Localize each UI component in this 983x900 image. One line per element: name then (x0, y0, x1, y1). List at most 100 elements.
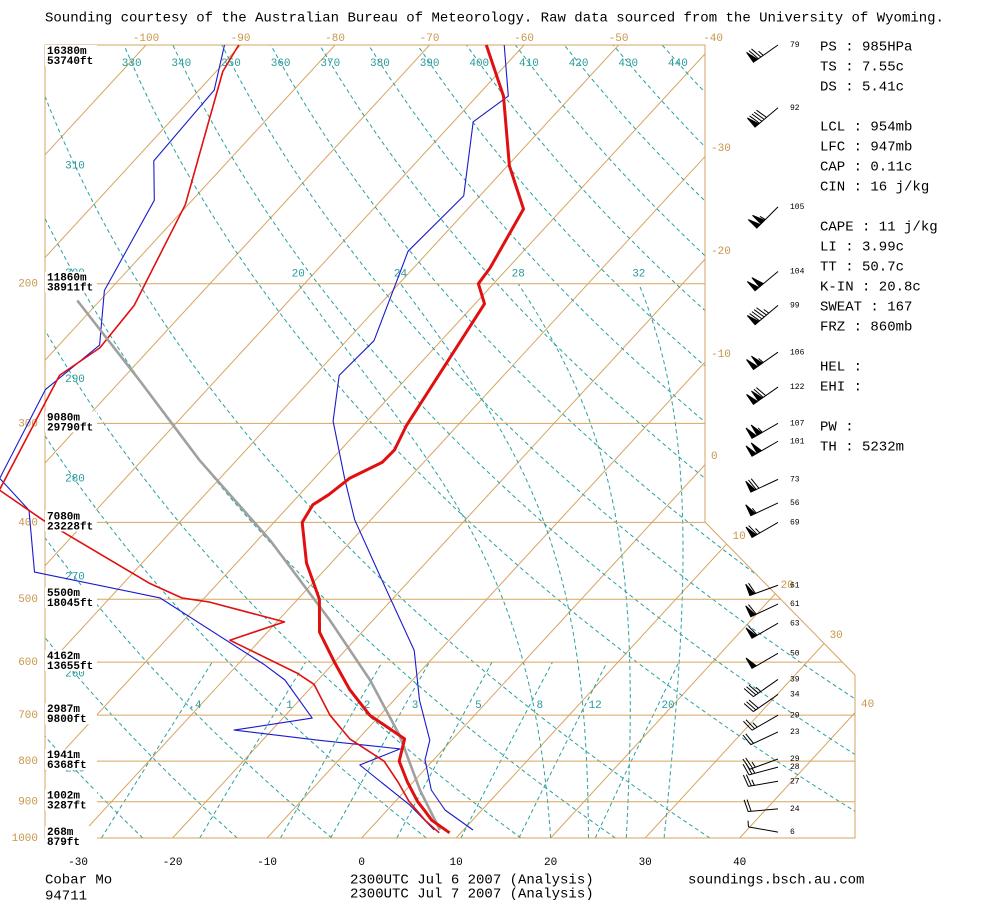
x-tick-label: 10 (450, 857, 463, 869)
top-tick-label: -80 (325, 33, 345, 45)
wind-barb (742, 774, 779, 787)
top-tick-label: -100 (133, 33, 159, 45)
legend-label: 2300UTC Jul 6 2007 (Analysis) (350, 873, 594, 889)
dry-adiabat-label: 270 (65, 571, 85, 583)
x-tick-label: 30 (639, 857, 652, 869)
stat-line: TH : 5232m (820, 440, 904, 456)
wind-speed-label: 24 (790, 805, 800, 814)
top-tick-label: -50 (609, 33, 629, 45)
right-tick-label: 10 (733, 531, 746, 543)
stat-line: FRZ : 860mb (820, 320, 912, 336)
wind-barb (746, 386, 779, 405)
dry-adiabat (45, 45, 333, 838)
height-meters: 11860m (47, 273, 87, 285)
stat-line: EHI : (820, 380, 862, 396)
height-feet: 23228ft (47, 521, 93, 533)
isotherm (45, 45, 714, 838)
height-feet: 879ft (47, 837, 80, 849)
wind-speed-label: 61 (790, 581, 800, 590)
wind-speed-label: 56 (790, 499, 800, 508)
station-id: 94711 (45, 889, 87, 900)
stat-line: TT : 50.7c (820, 260, 904, 276)
wind-speed-label: 29 (790, 711, 800, 720)
dry-adiabat (45, 45, 522, 838)
isotherm (77, 45, 809, 838)
height-box (45, 411, 97, 433)
dry-adiabat-label: 370 (320, 58, 340, 70)
dry-adiabat-label: 340 (171, 58, 191, 70)
height-meters: 1002m (47, 791, 80, 803)
isotherm (550, 45, 855, 838)
y-tick-label: 200 (18, 279, 38, 291)
y-tick-label: 1000 (12, 833, 38, 845)
dry-adiabat-label: 420 (569, 58, 589, 70)
height-meters: 9080m (47, 412, 80, 424)
wind-speed-label: 122 (790, 383, 805, 392)
stat-line: HEL : (820, 360, 862, 376)
stat-line: PS : 985HPa (820, 40, 912, 56)
x-tick-label: 0 (358, 857, 365, 869)
mixing-ratio-label: 20 (661, 700, 674, 712)
wind-speed-label: 39 (790, 676, 800, 685)
isotherm (45, 45, 241, 838)
right-tick-label: -10 (711, 349, 731, 361)
height-box (45, 587, 97, 609)
wind-barb (746, 107, 779, 128)
height-feet: 18045ft (47, 598, 93, 610)
mixing-ratio-label: .4 (188, 700, 202, 712)
stat-line: DS : 5.41c (820, 80, 904, 96)
wind-speed-label: 106 (790, 348, 805, 357)
top-tick-label: -90 (231, 33, 251, 45)
dry-adiabat-label: 330 (122, 58, 142, 70)
wind-barb (745, 478, 779, 493)
height-feet: 53740ft (47, 56, 93, 68)
x-tick-label: 20 (544, 857, 557, 869)
wind-barb (745, 603, 779, 618)
dry-adiabat-label: 310 (65, 161, 85, 173)
moist-adiabat-label: 28 (512, 269, 525, 281)
wind-barb (742, 731, 779, 746)
dry-adiabat-label: 430 (618, 58, 638, 70)
dry-adiabat-label: 290 (65, 374, 85, 386)
dry-adiabat-label: 280 (65, 473, 85, 485)
right-tick-label: 40 (861, 699, 874, 711)
height-feet: 13655ft (47, 661, 93, 673)
height-meters: 2987m (47, 704, 80, 716)
dewpoint-line (0, 44, 440, 834)
wind-barb (746, 351, 779, 371)
wind-speed-label: 105 (790, 203, 805, 212)
temperature-line (332, 44, 509, 831)
wind-speed-label: 28 (790, 763, 800, 772)
wind-speed-label: 107 (790, 419, 805, 428)
right-tick-label: 0 (711, 451, 718, 463)
wind-speed-label: 99 (790, 302, 800, 311)
wind-barb (746, 44, 779, 63)
top-tick-label: -40 (703, 33, 723, 45)
wind-speed-label: 61 (790, 600, 800, 609)
stat-line: SWEAT : 167 (820, 300, 912, 316)
mixing-ratio-label: 5 (475, 700, 482, 712)
x-tick-label: -20 (163, 857, 183, 869)
height-meters: 4162m (47, 651, 80, 663)
isotherm (45, 45, 525, 838)
dry-adiabat-label: 380 (370, 58, 390, 70)
dry-adiabat-label: 400 (469, 58, 489, 70)
height-box (45, 271, 97, 293)
dry-adiabat-label: 390 (420, 58, 440, 70)
wind-barb (747, 820, 779, 833)
dry-adiabat (416, 45, 855, 838)
height-feet: 38911ft (47, 283, 93, 295)
height-box (45, 749, 97, 771)
mixing-ratio-line (280, 661, 383, 838)
wind-speed-label: 63 (790, 619, 800, 628)
station-name: Cobar Mo (45, 873, 112, 889)
source: soundings.bsch.au.com (688, 873, 864, 889)
y-tick-label: 500 (18, 594, 38, 606)
height-box (45, 650, 97, 672)
height-box (45, 45, 97, 66)
wind-barb (745, 622, 779, 639)
mixing-ratio-label: 3 (412, 700, 419, 712)
height-box (45, 510, 97, 532)
height-meters: 268m (47, 827, 74, 839)
